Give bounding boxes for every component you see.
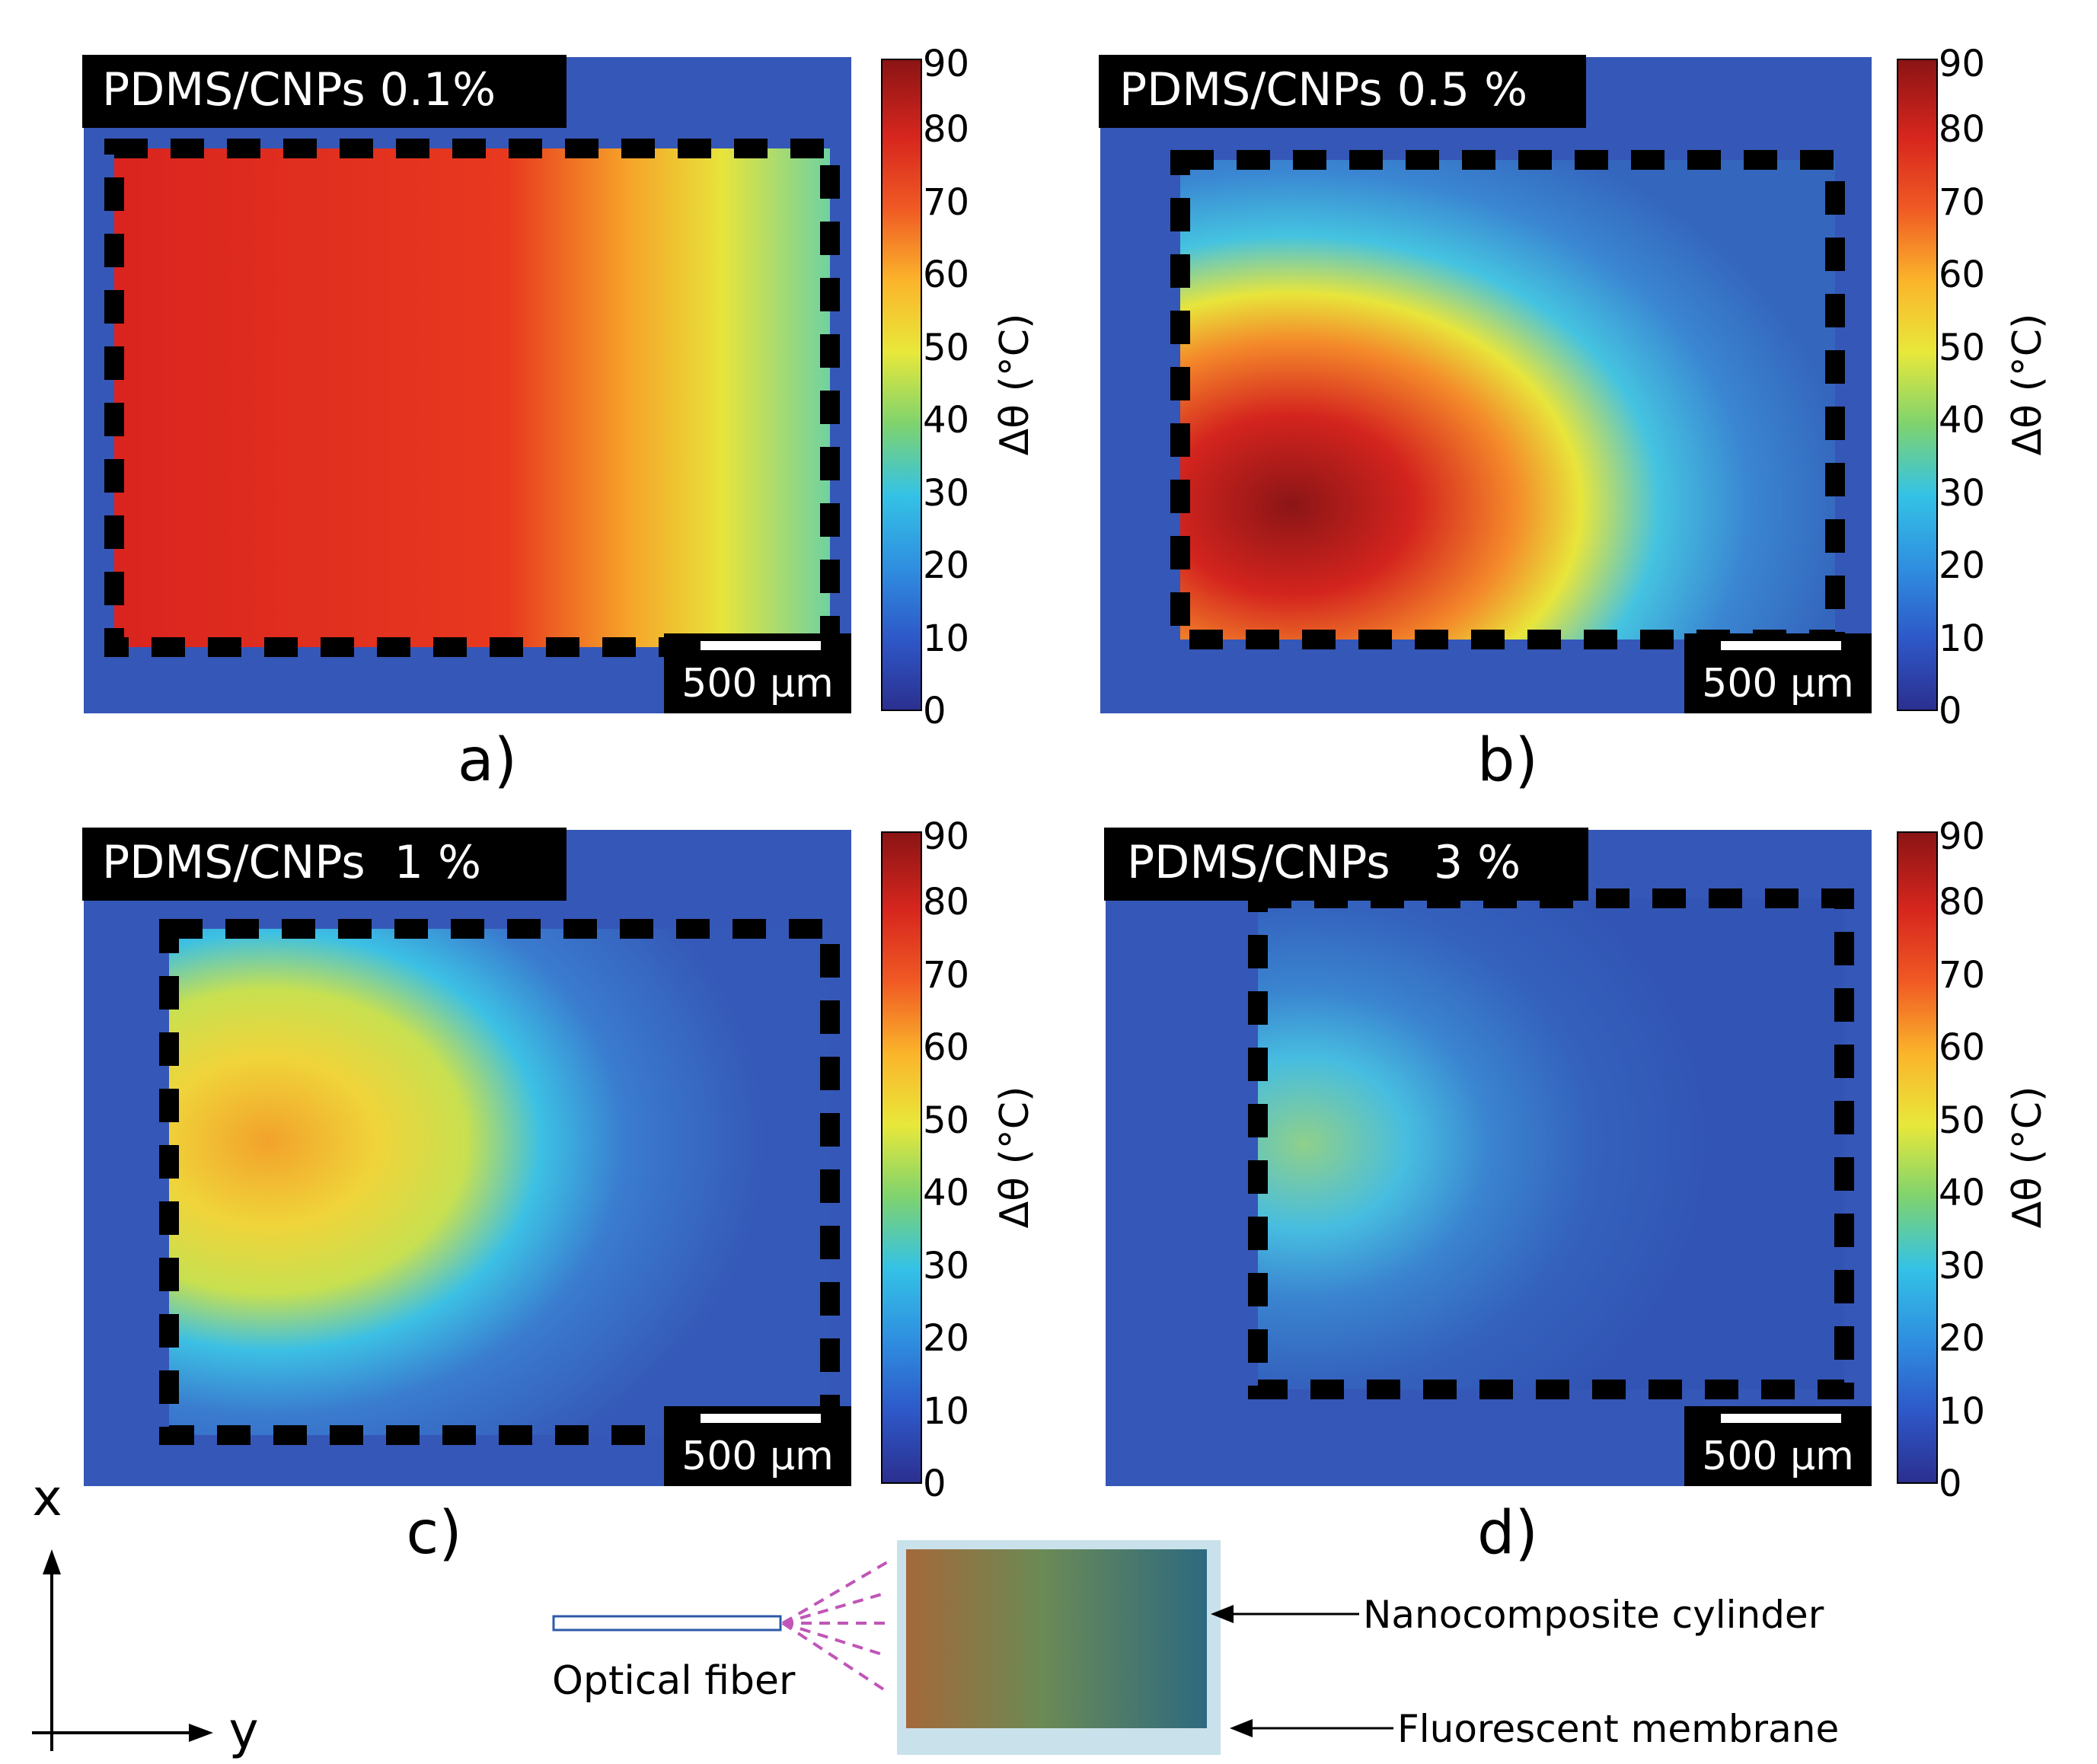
panel-d: PDMS/CNPs 3 % 500 μm 0 10 20 30 40 50 60… [1104, 815, 2051, 1568]
tick-label: 90 [1939, 43, 1985, 85]
optical-fiber [552, 1615, 782, 1632]
axes-indicator: x y [32, 1469, 259, 1760]
panel-c-letter: c) [406, 1499, 461, 1568]
tick-label: 60 [923, 1026, 969, 1069]
tick-label: 80 [1939, 108, 1985, 151]
panel-b-cylinder-outline [1170, 150, 1845, 649]
tick-label: 20 [923, 544, 969, 587]
tick-label: 90 [1939, 815, 1985, 858]
optical-fiber-label: Optical fiber [552, 1658, 796, 1704]
panel-d-scale-bar [1721, 1414, 1841, 1423]
panel-c-colorbar-ticks: 0 10 20 30 40 50 60 70 80 90 [923, 815, 969, 1505]
tick-label: 80 [1939, 881, 1985, 923]
tick-label: 30 [1939, 472, 1985, 515]
tick-label: 30 [923, 1245, 969, 1287]
panel-c: PDMS/CNPs 1 % 500 μm 0 10 20 30 40 50 60… [82, 815, 1038, 1568]
panel-b-colorbar [1897, 59, 1938, 711]
panel-d-colorbar [1897, 831, 1938, 1484]
tick-label: 10 [923, 1390, 969, 1433]
tick-label: 60 [923, 254, 969, 296]
tick-label: 90 [923, 43, 969, 85]
panel-a-title-box [82, 55, 567, 128]
tick-label: 20 [1939, 1317, 1985, 1360]
tick-label: 50 [923, 327, 969, 369]
panel-a-colorbar-label: Δθ (°C) [992, 314, 1038, 456]
panel-b-colorbar-label: Δθ (°C) [2005, 314, 2051, 456]
tick-label: 10 [1939, 617, 1985, 660]
tick-label: 70 [1939, 954, 1985, 997]
x-arrowhead-icon [43, 1549, 61, 1574]
nanocomposite-cylinder [906, 1549, 1207, 1728]
panel-d-colorbar-label: Δθ (°C) [2005, 1086, 2051, 1229]
tick-label: 30 [923, 472, 969, 515]
panel-c-colorbar [881, 831, 922, 1484]
y-arrowhead-icon [189, 1724, 213, 1742]
panel-c-cylinder-outline [159, 919, 840, 1445]
panel-c-heatmap [169, 929, 830, 1435]
light-rays [781, 1561, 889, 1693]
panel-c-colorbar-label: Δθ (°C) [992, 1086, 1038, 1229]
panel-b-letter: b) [1477, 726, 1538, 795]
panel-c-title: PDMS/CNPs 1 % [102, 836, 481, 889]
panel-d-colorbar-ticks: 0 10 20 30 40 50 60 70 80 90 [1939, 815, 1985, 1505]
y-axis-label: y [228, 1702, 258, 1760]
tick-label: 60 [1939, 1026, 1985, 1069]
panel-b-title: PDMS/CNPs 0.5 % [1119, 63, 1527, 116]
tick-label: 50 [923, 1099, 969, 1142]
panel-b: PDMS/CNPs 0.5 % 500 μm 0 10 20 30 40 50 … [1099, 43, 2051, 795]
membrane-arrowhead-icon [1230, 1719, 1253, 1737]
tick-label: 50 [1939, 1099, 1985, 1142]
tick-label: 80 [923, 108, 969, 151]
tick-label: 10 [1939, 1390, 1985, 1433]
tick-label: 50 [1939, 327, 1985, 369]
cylinder-arrowhead-icon [1211, 1605, 1234, 1623]
tick-label: 40 [923, 1172, 969, 1214]
panel-a-scale-bar [701, 641, 821, 650]
panel-a-title: PDMS/CNPs 0.1% [102, 63, 496, 116]
tick-label: 40 [923, 399, 969, 442]
tick-label: 40 [1939, 399, 1985, 442]
panel-a-letter: a) [458, 726, 517, 795]
panel-a-scale-label: 500 μm [681, 661, 834, 707]
panel-d-heatmap [1258, 898, 1844, 1389]
panel-c-scale-label: 500 μm [681, 1434, 834, 1479]
panel-a-heatmap [114, 148, 830, 647]
tick-label: 70 [923, 954, 969, 997]
panel-b-scale-bar [1721, 641, 1841, 650]
cylinder-label: Nanocomposite cylinder [1363, 1593, 1824, 1637]
tick-label: 20 [923, 1317, 969, 1360]
panel-b-colorbar-ticks: 0 10 20 30 40 50 60 70 80 90 [1939, 43, 1985, 732]
panel-d-letter: d) [1477, 1499, 1538, 1568]
schematic: Optical fiber Nanocomposite cylinder Flu… [552, 1540, 1839, 1755]
panel-a-colorbar-ticks: 0 10 20 30 40 50 60 70 80 90 [923, 43, 969, 732]
tick-label: 40 [1939, 1172, 1985, 1214]
panel-a: PDMS/CNPs 0.1% 500 μm 0 10 20 30 40 50 6… [82, 43, 1038, 795]
tick-label: 20 [1939, 544, 1985, 587]
panel-c-title-box [82, 828, 567, 901]
tick-label: 0 [923, 1463, 946, 1505]
tick-label: 70 [923, 181, 969, 224]
tick-label: 80 [923, 881, 969, 923]
tick-label: 70 [1939, 181, 1985, 224]
panel-d-scale-label: 500 μm [1702, 1434, 1854, 1479]
tick-label: 90 [923, 815, 969, 858]
tick-label: 10 [923, 617, 969, 660]
tick-label: 60 [1939, 254, 1985, 296]
panel-d-title: PDMS/CNPs 3 % [1127, 836, 1521, 889]
panel-c-scale-bar [701, 1414, 821, 1423]
panel-d-title-box [1104, 828, 1588, 901]
x-axis-label: x [32, 1469, 62, 1527]
membrane-label: Fluorescent membrane [1397, 1707, 1839, 1751]
tick-label: 0 [1939, 690, 1962, 732]
tick-label: 0 [1939, 1463, 1962, 1505]
tick-label: 0 [923, 690, 946, 732]
panel-b-scale-label: 500 μm [1702, 661, 1854, 707]
panel-a-cylinder-outline [104, 139, 840, 657]
tick-label: 30 [1939, 1245, 1985, 1287]
panel-b-title-box [1099, 55, 1586, 128]
panel-b-heatmap [1180, 160, 1835, 640]
panel-a-colorbar [881, 59, 922, 711]
